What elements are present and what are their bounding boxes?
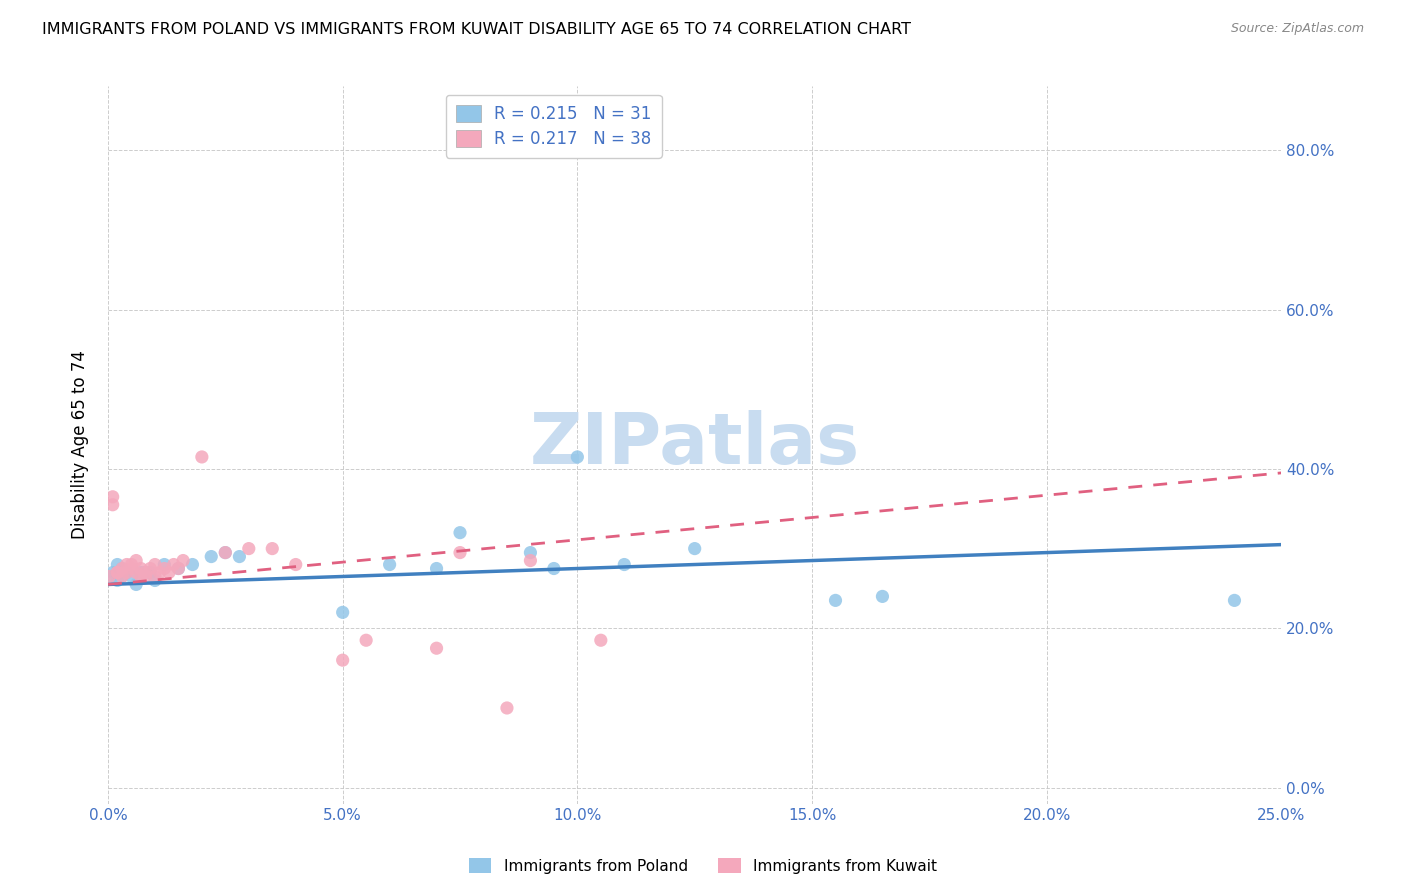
Point <box>153 561 176 575</box>
Point <box>332 605 354 619</box>
Point <box>101 498 124 512</box>
Legend: Immigrants from Poland, Immigrants from Kuwait: Immigrants from Poland, Immigrants from … <box>463 852 943 880</box>
Text: IMMIGRANTS FROM POLAND VS IMMIGRANTS FROM KUWAIT DISABILITY AGE 65 TO 74 CORRELA: IMMIGRANTS FROM POLAND VS IMMIGRANTS FRO… <box>42 22 911 37</box>
Point <box>115 566 138 580</box>
Point <box>135 569 157 583</box>
Point <box>163 558 186 572</box>
Y-axis label: Disability Age 65 to 74: Disability Age 65 to 74 <box>72 351 89 540</box>
Point <box>135 566 157 580</box>
Point <box>378 558 401 572</box>
Text: ZIPatlas: ZIPatlas <box>530 410 859 480</box>
Point <box>589 633 612 648</box>
Point <box>149 566 172 580</box>
Point <box>115 558 138 572</box>
Point <box>191 450 214 464</box>
Point <box>143 558 166 572</box>
Point <box>98 569 121 583</box>
Point <box>262 541 284 556</box>
Point <box>449 545 471 559</box>
Point <box>496 701 519 715</box>
Point <box>238 541 260 556</box>
Point <box>153 558 176 572</box>
Point <box>284 558 307 572</box>
Point <box>105 574 128 588</box>
Point <box>139 561 162 575</box>
Point <box>129 561 152 575</box>
Point <box>111 561 134 575</box>
Point <box>129 569 152 583</box>
Point <box>519 553 541 567</box>
Point <box>101 569 124 583</box>
Point <box>101 566 124 580</box>
Point <box>120 558 142 572</box>
Point <box>125 577 148 591</box>
Point <box>105 566 128 580</box>
Point <box>543 561 565 575</box>
Point <box>111 569 134 583</box>
Point <box>214 545 236 559</box>
Point <box>425 561 447 575</box>
Point <box>824 593 846 607</box>
Point <box>567 450 589 464</box>
Point <box>167 561 190 575</box>
Point <box>115 566 138 580</box>
Point <box>181 558 204 572</box>
Point <box>683 541 706 556</box>
Point <box>139 566 162 580</box>
Point <box>425 641 447 656</box>
Point <box>120 569 142 583</box>
Point <box>200 549 222 564</box>
Point <box>228 549 250 564</box>
Point <box>111 569 134 583</box>
Point <box>105 566 128 580</box>
Point <box>125 553 148 567</box>
Legend: R = 0.215   N = 31, R = 0.217   N = 38: R = 0.215 N = 31, R = 0.217 N = 38 <box>446 95 662 158</box>
Point <box>157 566 180 580</box>
Point <box>872 590 894 604</box>
Point <box>101 490 124 504</box>
Point <box>143 574 166 588</box>
Point <box>214 545 236 559</box>
Point <box>354 633 377 648</box>
Text: Source: ZipAtlas.com: Source: ZipAtlas.com <box>1230 22 1364 36</box>
Point <box>111 561 134 575</box>
Point <box>1223 593 1246 607</box>
Point <box>125 566 148 580</box>
Point <box>172 553 194 567</box>
Point <box>129 566 152 580</box>
Point <box>105 558 128 572</box>
Point <box>519 545 541 559</box>
Point <box>332 653 354 667</box>
Point <box>449 525 471 540</box>
Point <box>613 558 636 572</box>
Point <box>120 561 142 575</box>
Point <box>143 569 166 583</box>
Point <box>135 566 157 580</box>
Point <box>167 561 190 575</box>
